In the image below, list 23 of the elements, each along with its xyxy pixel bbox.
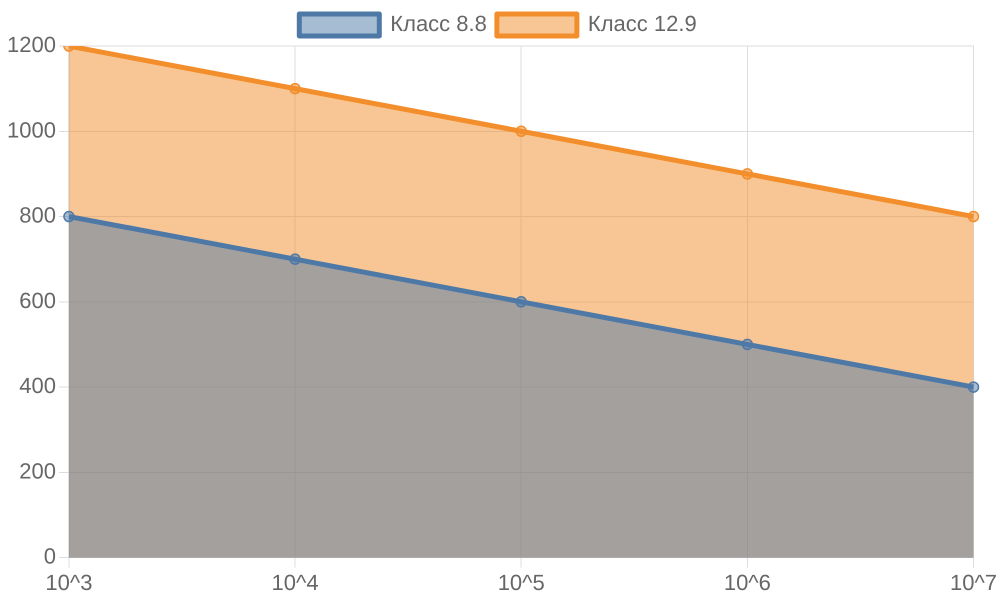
y-tick-label: 1200 (6, 32, 56, 58)
x-tick-label: 10^6 (724, 570, 771, 595)
point (289, 82, 301, 94)
point (968, 381, 980, 393)
point (515, 126, 527, 138)
y-tick-label: 400 (19, 373, 56, 398)
legend-label: Класс 12.9 (588, 11, 697, 36)
point (742, 338, 754, 350)
x-tick-label: 10^7 (950, 570, 997, 595)
y-tick-label: 1000 (6, 117, 56, 142)
x-tick-label: 10^5 (498, 570, 545, 595)
x-tick-label: 10^3 (45, 570, 92, 595)
point (968, 210, 980, 222)
y-tick-label: 200 (19, 458, 56, 484)
legend-label: Класс 8.8 (390, 11, 487, 36)
point (289, 253, 301, 265)
point (742, 168, 754, 180)
point (63, 210, 75, 222)
point (515, 296, 527, 308)
y-tick-label: 0 (44, 544, 56, 569)
y-tick-label: 600 (19, 288, 56, 313)
y-tick-label: 800 (19, 202, 56, 228)
x-tick-label: 10^4 (272, 570, 319, 595)
